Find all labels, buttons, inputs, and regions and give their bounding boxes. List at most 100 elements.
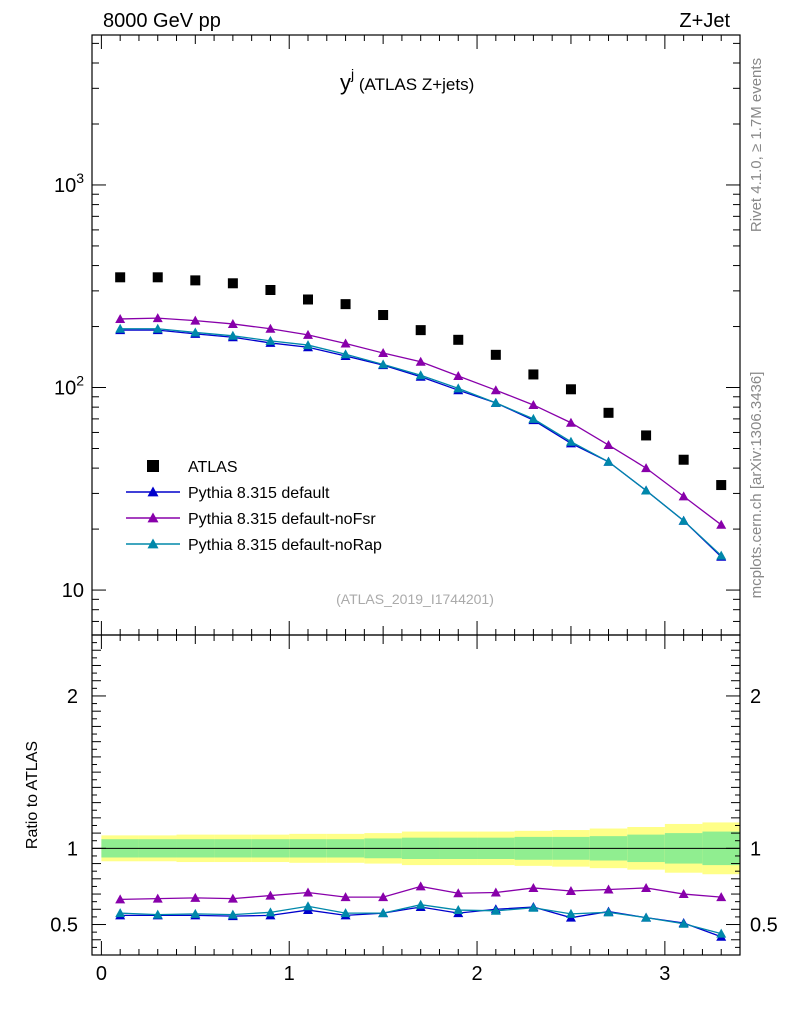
marker-noFsr [152,313,163,323]
marker-noFsr [227,318,238,328]
axes-layer: 0 1 2 3 10 102 103 0.5 0.5 1 1 2 2 [50,34,778,985]
mcplots-source-label: mcplots.cern.ch [arXiv:1306.3436] [748,372,765,599]
marker-noFsr [603,440,614,450]
ratio-marker-noFsr [490,887,501,897]
ratio-marker-noFsr [340,892,351,902]
ratio-marker-noFsr [415,881,426,891]
marker-noRap [565,436,576,446]
marker-noRap [490,397,501,407]
data-point-atlas [716,480,727,491]
legend-label-noFsr: Pythia 8.315 default-noFsr [188,511,376,528]
header-process-label: Z+Jet [679,10,730,32]
ratio-marker-noRap [303,901,313,911]
plot-title-sup: j [350,66,354,82]
ratio-marker-noFsr [303,887,313,897]
ratio-y-tick-label: 0.5 [50,915,78,937]
marker-noFsr [378,348,389,358]
legend-label-data: ATLAS [188,459,238,476]
ratio-y-tick-label: 1 [67,838,78,860]
marker-noFsr [490,385,501,395]
legend-marker-default [147,486,159,497]
ratio-marker-noRap [190,908,201,918]
ratio-marker-noFsr [641,882,652,892]
ratio-marker-noFsr [528,882,539,892]
marker-noRap [453,383,464,393]
data-point-atlas [303,294,313,305]
y-tick-label: 102 [54,373,84,400]
ratio-marker-noRap [415,899,426,909]
legend-label-noRap: Pythia 8.315 default-noRap [188,537,382,554]
plot-title-sub: (ATLAS Z+jets) [354,75,474,94]
ratio-marker-noRap [453,905,464,915]
marker-noFsr [716,519,727,529]
data-point-atlas [603,407,614,418]
header-energy-label: 8000 GeV pp [103,10,221,32]
data-point-atlas [528,369,539,380]
x-tick-label: 2 [471,963,482,985]
legend-marker-noRap [147,538,159,549]
data-point-atlas [378,310,389,321]
ratio-marker-noRap [265,907,276,917]
x-tick-label: 0 [96,963,107,985]
marker-noRap [415,370,426,380]
marker-noRap [378,359,389,369]
data-point-atlas [152,272,163,283]
legend-marker-noFsr [147,512,159,523]
marker-noRap [190,327,201,337]
ratio-marker-noFsr [716,892,727,902]
ratio-marker-noFsr [190,892,201,902]
marker-noFsr [565,417,576,427]
marker-noRap [152,323,163,333]
marker-noFsr [340,338,351,348]
marker-noFsr [190,315,201,325]
ratio-marker-noRap [340,908,351,918]
legend-marker-atlas [147,460,159,472]
ratio-marker-noFsr [378,892,389,902]
x-tick-label: 3 [659,963,670,985]
data-point-atlas [490,349,501,360]
marker-noFsr [115,313,126,323]
data-point-atlas [340,299,351,310]
ratio-marker-noRap [641,912,652,922]
legend-label-default: Pythia 8.315 default [188,485,330,502]
marker-noRap [528,413,539,423]
legend: ATLAS Pythia 8.315 default Pythia 8.315 de… [126,459,382,554]
data-point-atlas [678,454,689,465]
marker-noFsr [528,399,539,409]
data-point-atlas [227,278,238,289]
ratio-y-tick-label-right: 2 [750,686,761,708]
marker-noFsr [265,323,276,333]
marker-noRap [227,330,238,340]
ratio-marker-noRap [152,909,163,919]
marker-noRap [115,323,126,333]
ratio-marker-noRap [378,908,389,918]
marker-noRap [340,349,351,359]
ratio-marker-noFsr [227,893,238,903]
ratio-y-tick-label-right: 1 [750,838,761,860]
data-point-atlas [565,384,576,395]
ratio-marker-noFsr [152,893,163,903]
data-point-atlas [115,272,126,283]
marker-noRap [678,515,689,525]
ratio-marker-noRap [115,908,126,918]
plot-title-main: y [340,70,351,95]
marker-noRap [641,485,652,495]
ratio-uncertainty-bands [92,822,740,875]
y-tick-label: 103 [54,170,84,197]
marker-noFsr [453,370,464,380]
y-tick-label: 10 [62,580,84,602]
ratio-marker-noRap [716,928,727,938]
ratio-marker-noRap [678,918,689,928]
ratio-series-layer [115,881,727,941]
ratio-marker-noRap [603,907,614,917]
marker-noFsr [415,356,426,366]
x-tick-label: 1 [284,963,295,985]
ratio-marker-noFsr [603,884,614,894]
analysis-id-label: (ATLAS_2019_I1744201) [336,591,494,607]
ratio-marker-noFsr [565,886,576,895]
marker-noFsr [303,329,313,339]
data-point-atlas [641,430,652,441]
marker-noRap [303,340,313,350]
ratio-marker-noRap [227,909,238,919]
